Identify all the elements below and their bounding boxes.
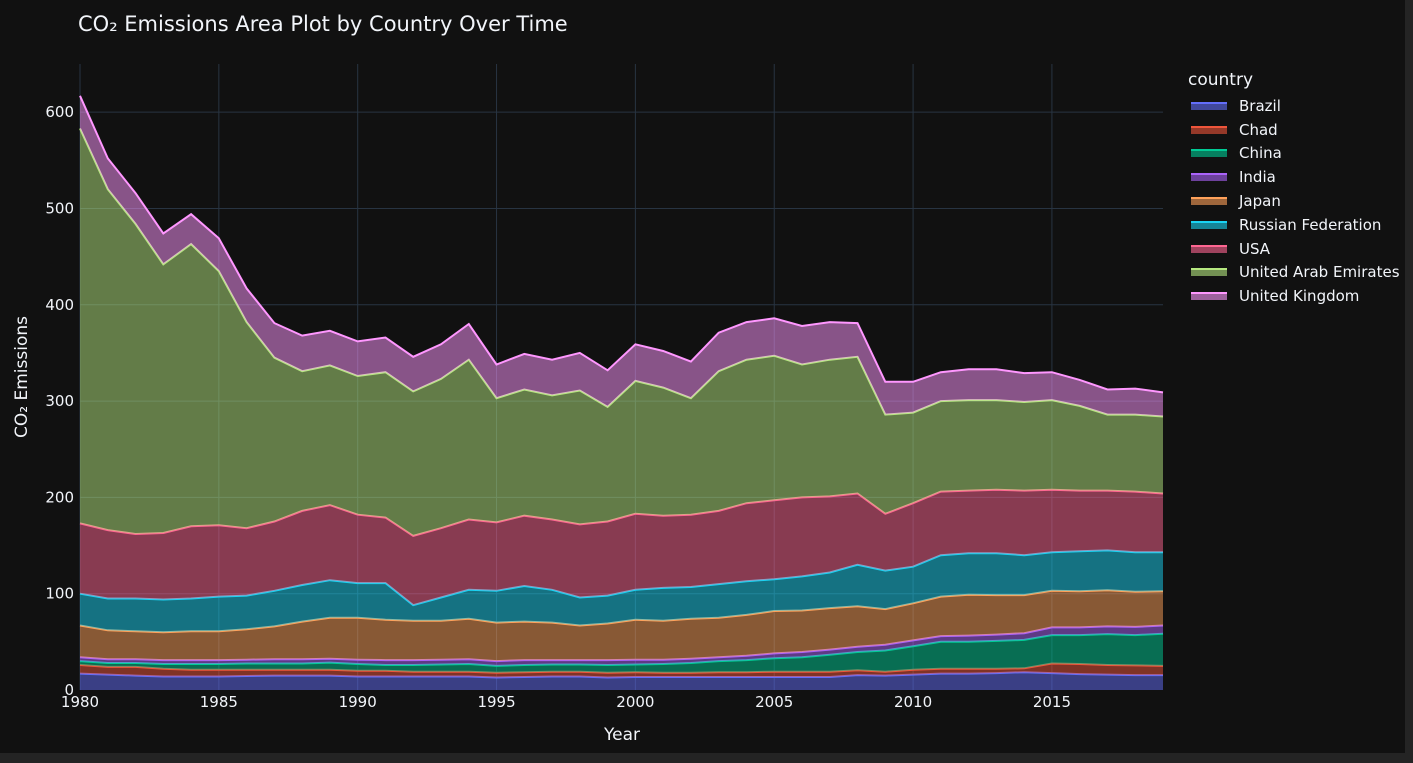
- legend-title: country: [1188, 70, 1254, 90]
- legend-item-united-arab-emirates[interactable]: United Arab Emirates: [1187, 261, 1400, 285]
- area-usa[interactable]: [80, 489, 1163, 606]
- x-tick-label: 1985: [200, 693, 238, 711]
- y-axis-label: CO₂ Emissions: [12, 316, 32, 438]
- legend-swatch: [1191, 101, 1227, 110]
- x-tick-label: 2015: [1033, 693, 1071, 711]
- area-china[interactable]: [80, 633, 1163, 673]
- legend-label: Japan: [1239, 192, 1281, 211]
- y-tick-label: 500: [45, 199, 74, 217]
- legend-item-united-kingdom[interactable]: United Kingdom: [1187, 284, 1400, 308]
- legend-swatch: [1191, 220, 1227, 229]
- legend-swatch: [1191, 173, 1227, 182]
- legend-swatch: [1191, 197, 1227, 206]
- legend-label: USA: [1239, 239, 1271, 258]
- y-tick-label: 300: [45, 392, 74, 410]
- legend-item-china[interactable]: China: [1187, 142, 1400, 166]
- legend-label: China: [1239, 144, 1282, 163]
- x-tick-label: 2010: [894, 693, 932, 711]
- area-united-kingdom[interactable]: [80, 95, 1163, 417]
- legend-item-brazil[interactable]: Brazil: [1187, 94, 1400, 118]
- legend-label: India: [1239, 168, 1276, 187]
- area-united-arab-emirates[interactable]: [80, 128, 1163, 536]
- legend-label: Russian Federation: [1239, 215, 1382, 234]
- legend-item-india[interactable]: India: [1187, 165, 1400, 189]
- legend-swatch: [1191, 125, 1227, 134]
- area-india[interactable]: [80, 625, 1163, 666]
- y-tick-label: 400: [45, 296, 74, 314]
- y-tick-label: 600: [45, 103, 74, 121]
- legend-item-chad[interactable]: Chad: [1187, 118, 1400, 142]
- x-axis-label: Year: [603, 725, 640, 745]
- stacked-areas: [79, 95, 1164, 690]
- legend-swatch: [1191, 149, 1227, 158]
- area-chad[interactable]: [80, 663, 1163, 678]
- area-russian-federation[interactable]: [80, 550, 1163, 633]
- legend-swatch: [1191, 268, 1227, 277]
- chart-title: CO₂ Emissions Area Plot by Country Over …: [78, 12, 568, 36]
- x-tick-label: 2000: [616, 693, 654, 711]
- area-chart: 1980 1985 1990 1995 2000 2005 2010 2015 0 100 200 3…: [12, 64, 1164, 745]
- line-united-kingdom: [79, 95, 1164, 394]
- legend-label: Chad: [1239, 120, 1278, 139]
- x-tick-label: 2005: [755, 693, 793, 711]
- legend-label: United Kingdom: [1239, 287, 1360, 306]
- tick-labels: 1980 1985 1990 1995 2000 2005 2010 2015 0 100 200 3…: [45, 103, 1071, 711]
- legend: country Brazil Chad China India Japan Russian…: [1187, 70, 1400, 308]
- legend-swatch: [1191, 244, 1227, 253]
- y-tick-label: 100: [45, 585, 74, 603]
- legend-item-usa[interactable]: USA: [1187, 237, 1400, 261]
- legend-swatch: [1191, 292, 1227, 301]
- y-tick-label: 200: [45, 488, 74, 506]
- x-tick-label: 1990: [339, 693, 377, 711]
- legend-label: United Arab Emirates: [1239, 263, 1400, 282]
- x-tick-label: 1995: [477, 693, 515, 711]
- legend-item-russian-federation[interactable]: Russian Federation: [1187, 213, 1400, 237]
- legend-item-japan[interactable]: Japan: [1187, 189, 1400, 213]
- y-tick-label: 0: [64, 681, 74, 699]
- legend-label: Brazil: [1239, 96, 1281, 115]
- x-tick-label: 1980: [61, 693, 99, 711]
